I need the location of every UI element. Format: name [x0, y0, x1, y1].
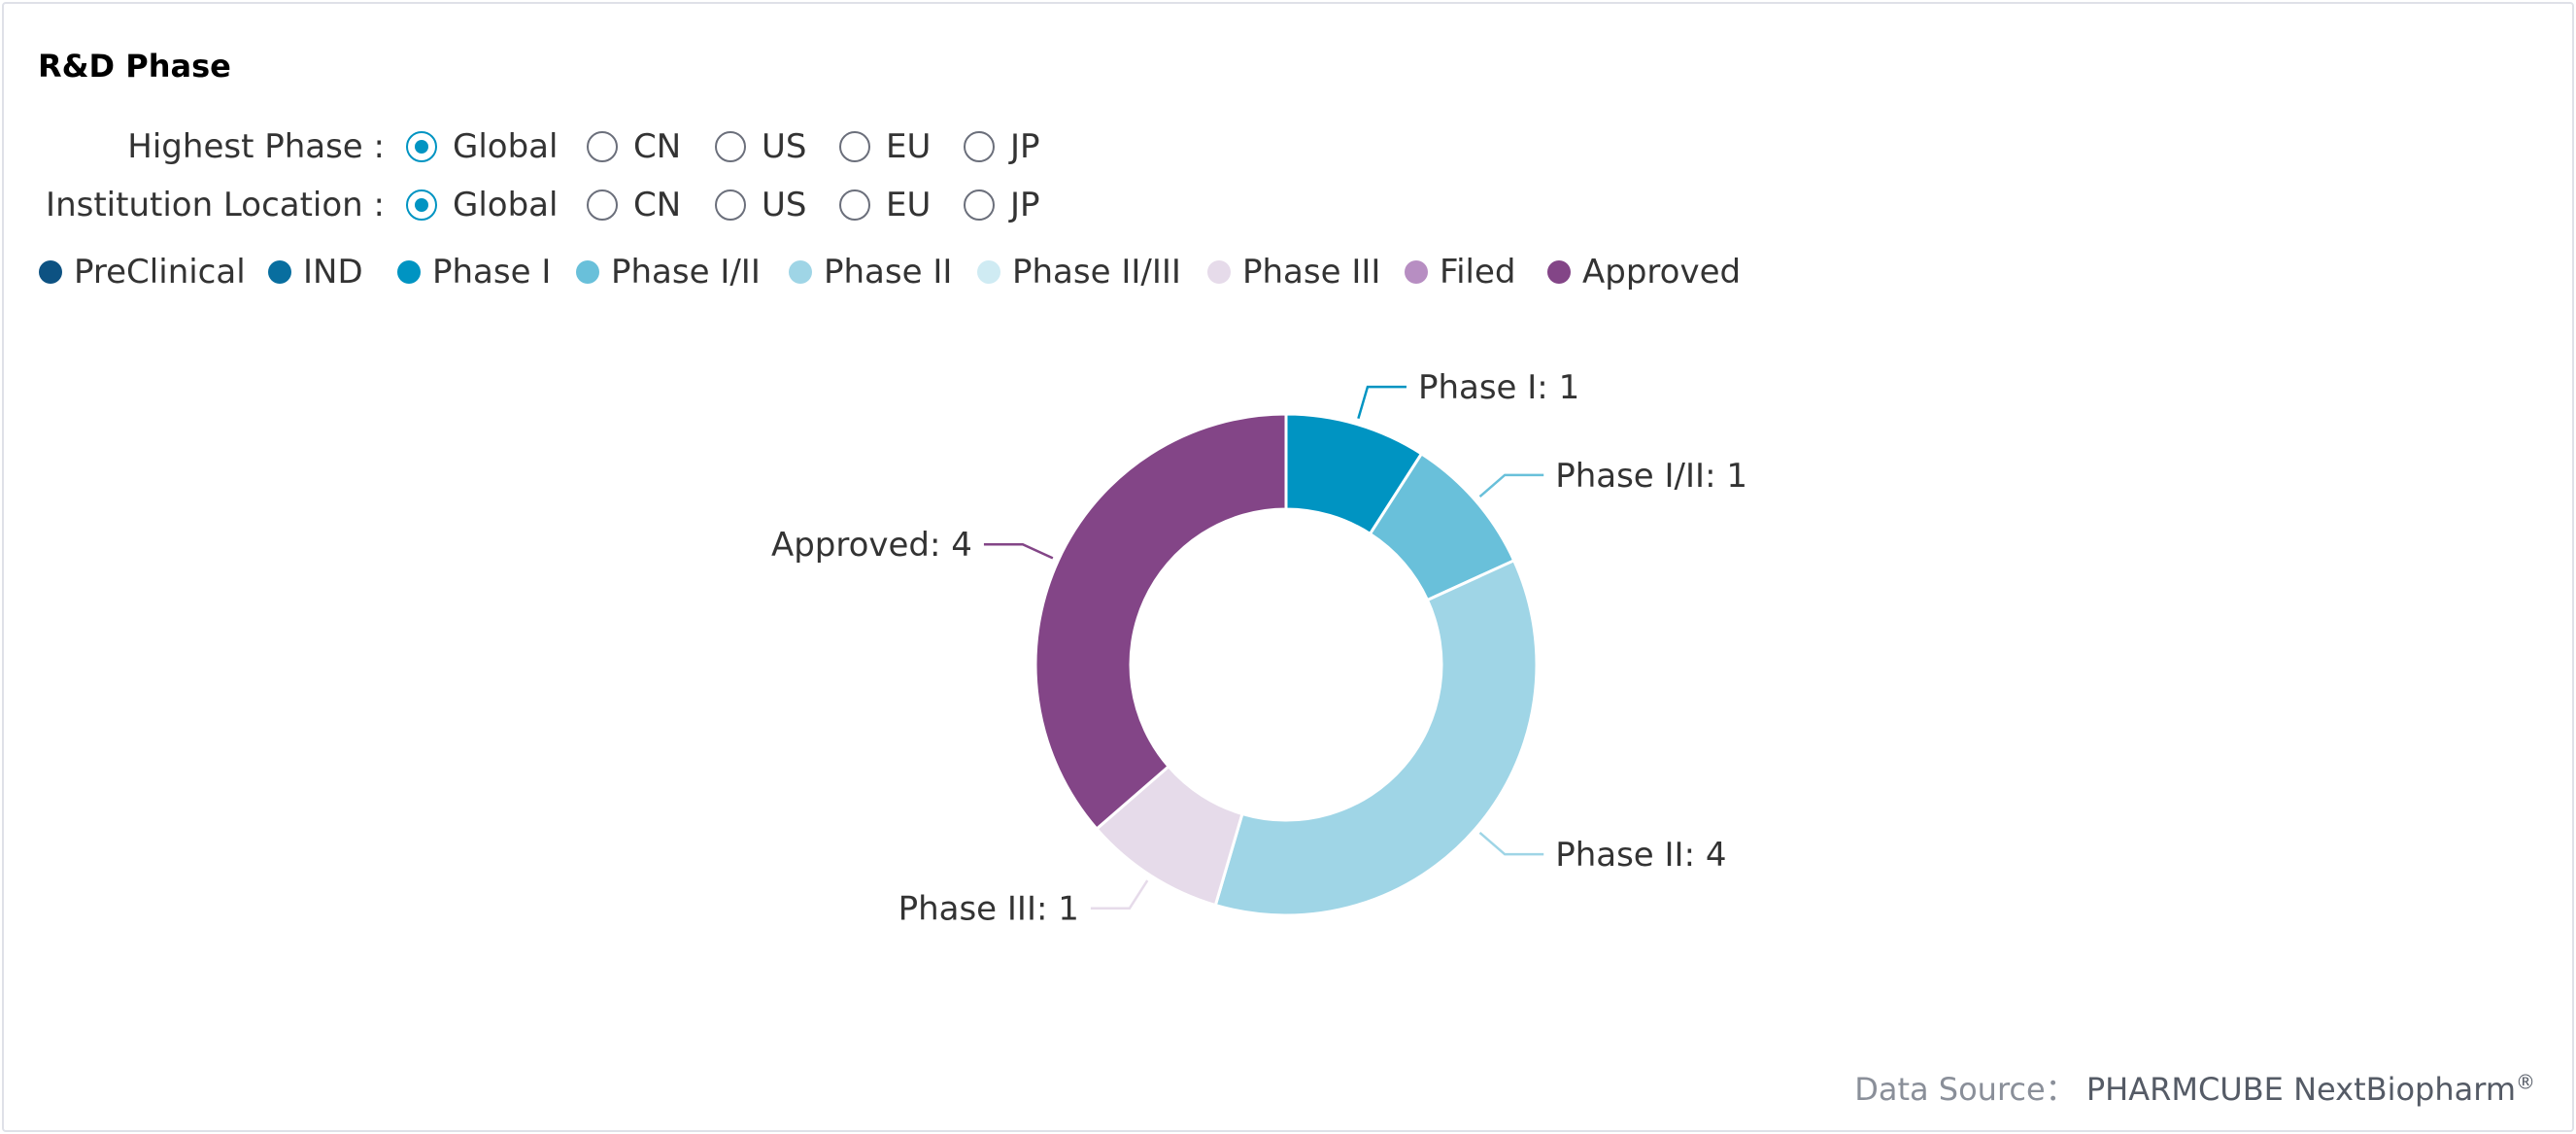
radio-checked-icon	[406, 189, 437, 221]
highest-phase-radio-global[interactable]: Global	[406, 122, 558, 171]
legend-dot-icon	[1405, 260, 1428, 284]
legend-item-phase-ii[interactable]: Phase II	[789, 248, 952, 296]
legend-item-phase-i-ii[interactable]: Phase I/II	[576, 248, 761, 296]
legend-dot-icon	[1207, 260, 1231, 284]
radio-unchecked-icon	[839, 131, 870, 162]
callout-line	[1090, 879, 1149, 910]
institution-location-radio-jp[interactable]: JP	[964, 181, 1040, 229]
legend-item-phase-iii[interactable]: Phase III	[1207, 248, 1380, 296]
radio-unchecked-icon	[715, 189, 746, 221]
data-source-label: Data Source：	[1854, 1071, 2077, 1108]
chart-title: R&D Phase	[38, 48, 231, 85]
highest-phase-label: Highest Phase :	[127, 127, 385, 166]
callout-label: Phase I: 1	[1418, 368, 1579, 407]
callout-line	[1478, 831, 1544, 856]
data-source-brand: PHARMCUBE NextBiopharm	[2085, 1071, 2516, 1108]
legend-dot-icon	[1547, 260, 1571, 284]
legend-dot-icon	[977, 260, 1000, 284]
callout-line	[1357, 385, 1407, 420]
legend-item-ind[interactable]: IND	[268, 248, 363, 296]
highest-phase-radio-jp[interactable]: JP	[964, 122, 1040, 171]
radio-unchecked-icon	[715, 131, 746, 162]
callout-line	[983, 542, 1054, 560]
legend-dot-icon	[576, 260, 599, 284]
radio-unchecked-icon	[839, 189, 870, 221]
callout-label: Approved: 4	[771, 526, 972, 565]
radio-checked-icon	[406, 131, 437, 162]
callout-label: Phase II: 4	[1555, 836, 1726, 875]
legend-item-preclinical[interactable]: PreClinical	[39, 248, 246, 296]
institution-location-radio-global[interactable]: Global	[406, 181, 558, 229]
institution-location-radio-cn[interactable]: CN	[587, 181, 681, 229]
highest-phase-radio-cn[interactable]: CN	[587, 122, 681, 171]
donut-slice-phase-ii[interactable]	[1213, 558, 1539, 917]
legend-dot-icon	[397, 260, 421, 284]
donut-slice-approved[interactable]	[1034, 412, 1288, 832]
institution-location-filter: Institution Location : Global CN US EU J…	[0, 181, 2576, 229]
institution-location-radio-us[interactable]: US	[715, 181, 806, 229]
callout-label: Phase III: 1	[898, 890, 1079, 929]
legend-dot-icon	[39, 260, 62, 284]
radio-unchecked-icon	[587, 189, 618, 221]
legend-item-phase-i[interactable]: Phase I	[397, 248, 551, 296]
highest-phase-radio-us[interactable]: US	[715, 122, 806, 171]
data-source: Data Source： PHARMCUBE NextBiopharm®	[1854, 1065, 2535, 1110]
callout-label: Phase I/II: 1	[1555, 457, 1747, 496]
radio-unchecked-icon	[587, 131, 618, 162]
radio-unchecked-icon	[964, 189, 995, 221]
legend-item-approved[interactable]: Approved	[1547, 248, 1741, 296]
callout-line	[1478, 473, 1544, 498]
legend-item-filed[interactable]: Filed	[1405, 248, 1515, 296]
registered-mark: ®	[2516, 1070, 2535, 1094]
highest-phase-filter: Highest Phase : Global CN US EU JP	[0, 122, 2576, 171]
legend-item-phase-ii-iii[interactable]: Phase II/III	[977, 248, 1181, 296]
highest-phase-radio-eu[interactable]: EU	[839, 122, 931, 171]
legend-dot-icon	[268, 260, 291, 284]
legend-dot-icon	[789, 260, 812, 284]
institution-location-radio-eu[interactable]: EU	[839, 181, 931, 229]
radio-unchecked-icon	[964, 131, 995, 162]
institution-location-label: Institution Location :	[46, 186, 385, 224]
